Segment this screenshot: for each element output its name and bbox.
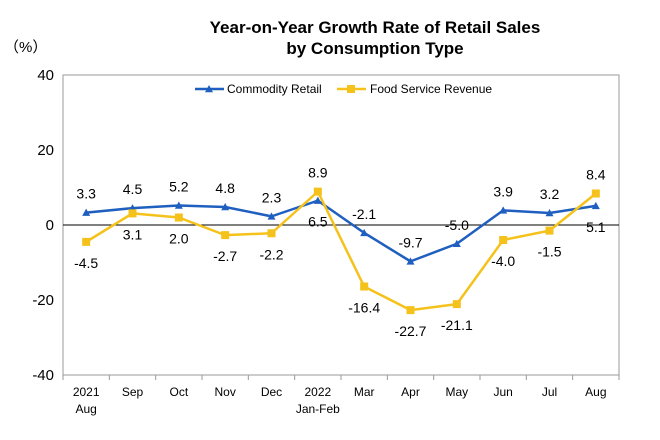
y-tick-label: 20 [37, 142, 54, 159]
data-point-commodity-retail [591, 201, 600, 210]
data-label-commodity-retail: 5.1 [586, 219, 606, 235]
legend: Commodity Retail Food Service Revenue [195, 82, 492, 96]
y-tick-label: -20 [32, 292, 54, 309]
data-label-food-service-revenue: 2.0 [169, 231, 189, 247]
data-point-food-service-revenue [545, 226, 554, 235]
chart-title-line2: by Consumption Type [286, 39, 463, 58]
x-tick-label: Apr [401, 385, 420, 399]
data-point-food-service-revenue [313, 187, 322, 196]
x-tick-label: Aug [585, 385, 606, 399]
data-label-food-service-revenue: -4.5 [74, 255, 98, 271]
data-label-commodity-retail: 3.2 [540, 186, 560, 202]
data-point-food-service-revenue [221, 231, 230, 240]
data-point-food-service-revenue [452, 300, 461, 309]
data-point-food-service-revenue [499, 236, 508, 244]
data-label-food-service-revenue: -2.7 [213, 248, 237, 264]
x-tick-label-line2: Aug [75, 402, 96, 416]
series-layer [82, 187, 600, 315]
legend-marker-commodity-retail [205, 85, 213, 93]
data-point-food-service-revenue [406, 306, 415, 315]
data-point-food-service-revenue [174, 213, 183, 222]
x-tick-label: Jun [493, 385, 512, 399]
data-labels: 3.3 -4.5 4.5 3.1 5.2 2.0 4.8 -2.7 2.3 -2.2 6.5 8.9 -… [74, 165, 606, 340]
data-point-food-service-revenue [128, 209, 137, 218]
data-point-commodity-retail [221, 203, 230, 211]
data-label-food-service-revenue: -16.4 [348, 300, 380, 316]
legend-marker-food-service-revenue [347, 85, 355, 93]
data-label-food-service-revenue: -4.0 [491, 253, 515, 269]
legend-label-commodity-retail: Commodity Retail [227, 82, 322, 96]
y-tick-label: -40 [32, 367, 54, 384]
data-label-food-service-revenue: -1.5 [537, 244, 561, 260]
data-point-commodity-retail [313, 196, 322, 204]
chart-title-line1: Year-on-Year Growth Rate of Retail Sales [210, 18, 541, 37]
x-tick-label: Mar [354, 385, 375, 399]
data-point-food-service-revenue [267, 229, 276, 238]
data-point-commodity-retail [452, 239, 461, 247]
data-point-food-service-revenue [360, 282, 369, 291]
x-tick-label-line2: Jan-Feb [296, 402, 340, 416]
data-point-commodity-retail [174, 201, 183, 209]
data-label-commodity-retail: -2.1 [352, 206, 376, 222]
data-label-commodity-retail: 4.5 [123, 181, 143, 197]
data-label-commodity-retail: 4.8 [215, 180, 235, 196]
y-tick-label: 40 [37, 67, 54, 84]
x-tick-label: May [445, 385, 468, 399]
data-point-commodity-retail [545, 209, 554, 217]
x-tick-label: Dec [261, 385, 282, 399]
data-point-commodity-retail [499, 206, 508, 214]
data-point-food-service-revenue [82, 237, 91, 246]
x-tick-label: 2022 [304, 385, 331, 399]
y-axis-unit: （%） [4, 39, 47, 56]
x-tick-label: Nov [214, 385, 235, 399]
data-point-commodity-retail [82, 208, 91, 216]
y-axis: 40 20 0 -20 -40 [32, 67, 54, 384]
data-point-commodity-retail [406, 257, 415, 265]
data-point-commodity-retail [360, 228, 369, 237]
data-label-commodity-retail: 3.9 [493, 183, 513, 199]
x-tick-label: 2021 [73, 385, 100, 399]
data-label-commodity-retail: 5.2 [169, 179, 189, 195]
data-label-commodity-retail: -9.7 [398, 234, 422, 250]
data-label-food-service-revenue: 8.4 [586, 167, 606, 183]
legend-label-food-service-revenue: Food Service Revenue [370, 82, 492, 96]
data-label-food-service-revenue: -22.7 [395, 323, 427, 339]
data-label-commodity-retail: 2.3 [262, 189, 282, 205]
y-tick-label: 0 [46, 217, 54, 234]
data-point-commodity-retail [267, 212, 276, 220]
x-tick-label: Oct [169, 385, 188, 399]
data-label-food-service-revenue: 8.9 [308, 165, 328, 181]
data-label-commodity-retail: -5.0 [445, 217, 469, 233]
x-tick-label: Sep [122, 385, 144, 399]
x-tick-label: Jul [542, 385, 557, 399]
data-label-food-service-revenue: -21.1 [441, 317, 473, 333]
data-label-food-service-revenue: -2.2 [259, 246, 283, 262]
data-label-commodity-retail: 6.5 [308, 214, 328, 230]
series-line-0 [86, 199, 597, 263]
data-label-food-service-revenue: 3.1 [123, 226, 143, 242]
data-point-food-service-revenue [591, 189, 600, 198]
series-line-1 [85, 190, 597, 312]
x-axis: 2021 Aug Sep Oct Nov Dec 2022 Jan-Feb Mar Apr May J… [62, 375, 620, 416]
data-label-commodity-retail: 3.3 [76, 186, 96, 202]
